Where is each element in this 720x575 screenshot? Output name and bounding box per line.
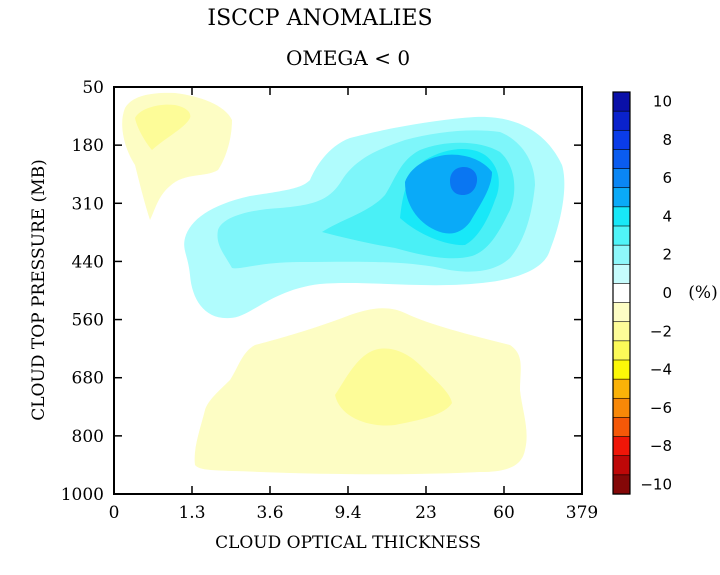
colorbar-swatch	[612, 359, 631, 380]
x-tick-label: 379	[566, 503, 598, 523]
colorbar-swatch	[612, 129, 631, 151]
x-tick-label: 60	[493, 503, 515, 523]
colorbar-swatch	[612, 302, 631, 323]
colorbar-tick-label: 4	[662, 207, 672, 225]
colorbar-swatch	[612, 110, 631, 131]
colorbar-swatch	[612, 321, 631, 342]
y-tick-label: 440	[72, 252, 104, 272]
x-tick-label: 23	[415, 503, 437, 523]
x-axis-title: CLOUD OPTICAL THICKNESS	[215, 533, 481, 553]
colorbar-swatch	[612, 187, 631, 208]
colorbar-swatch	[612, 206, 631, 227]
y-tick-label: 1000	[61, 485, 104, 505]
chart-title: ISCCP ANOMALIES	[207, 6, 432, 31]
colorbar-tick-label: −10	[640, 475, 672, 493]
contour-fills	[122, 92, 565, 475]
x-tick-label: 9.4	[334, 503, 361, 523]
colorbar-tick-label: −4	[650, 361, 672, 379]
y-tick-label: 50	[82, 78, 104, 98]
colorbar-unit: (%)	[688, 283, 717, 303]
colorbar: 10 8 6 4 2 0 −2 −4 −6 −8 −10	[612, 91, 672, 495]
colorbar-swatch	[612, 149, 631, 170]
colorbar-swatch	[612, 225, 631, 246]
colorbar-swatch	[612, 340, 631, 361]
y-tick-label: 560	[72, 311, 104, 331]
colorbar-frame	[612, 91, 631, 495]
x-tick-label: 1.3	[178, 503, 205, 523]
colorbar-tick-label: 8	[662, 131, 672, 149]
positive-anomaly-contour-6	[450, 167, 478, 195]
colorbar-tick-label: 2	[662, 246, 672, 264]
y-tick-label: 180	[72, 136, 104, 156]
y-axis: 50 180 310 440 560 680 800 1000	[61, 78, 582, 505]
colorbar-swatch	[612, 91, 631, 112]
colorbar-swatch	[612, 244, 631, 265]
colorbar-tick-label: 6	[662, 169, 672, 187]
colorbar-tick-label: −8	[650, 437, 672, 455]
y-tick-label: 310	[72, 194, 104, 214]
colorbar-swatch	[612, 263, 631, 285]
y-tick-label: 680	[72, 369, 104, 389]
colorbar-tick-label: −2	[650, 322, 672, 340]
colorbar-tick-label: −6	[650, 399, 672, 417]
y-tick-label: 800	[72, 427, 104, 447]
colorbar-swatch	[612, 436, 631, 457]
x-axis: 0 1.3 3.6 9.4 23 60 379	[109, 87, 598, 523]
colorbar-swatch	[612, 168, 631, 189]
colorbar-tick-label: 10	[653, 93, 672, 111]
colorbar-tick-label: 0	[662, 284, 672, 302]
colorbar-swatch	[612, 474, 631, 495]
colorbar-swatch	[612, 378, 631, 399]
x-tick-label: 3.6	[256, 503, 283, 523]
colorbar-swatch	[612, 455, 631, 476]
x-tick-label: 0	[109, 503, 120, 523]
y-axis-title: CLOUD TOP PRESSURE (MB)	[29, 159, 49, 420]
colorbar-swatch	[612, 397, 631, 419]
colorbar-swatch	[612, 417, 631, 438]
negative-anomaly-bottom-contour-2	[335, 348, 452, 426]
negative-anomaly-topleft-contour-2	[135, 104, 191, 150]
colorbar-swatch	[612, 283, 631, 304]
chart-subtitle: OMEGA < 0	[286, 46, 410, 70]
